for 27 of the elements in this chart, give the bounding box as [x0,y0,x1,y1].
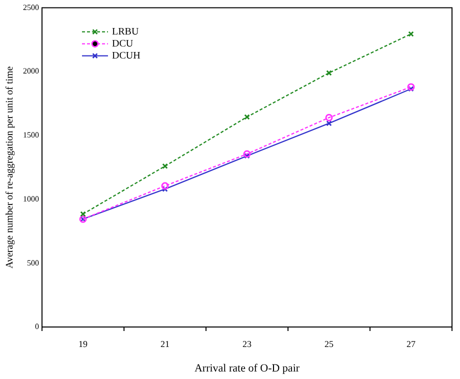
y-tick-label: 2500 [23,2,39,12]
point [326,70,332,76]
x-tick-label: 25 [324,338,334,349]
y-tick-label: 1000 [23,194,39,204]
point [326,120,332,126]
x-tick-label: 27 [406,338,416,349]
y-tick-label: 1500 [23,130,39,140]
legend-label: LRBU [112,26,140,38]
x-tick-label: 23 [242,338,252,349]
point [244,153,250,159]
legend-label: DCUH [112,50,140,62]
point [162,186,168,192]
point [408,31,414,37]
x-tick-label: 21 [160,338,170,349]
point [325,114,333,122]
y-axis-title: Average number of re-aggregation per unit of time [4,66,16,269]
point [243,150,251,158]
point [161,182,169,190]
y-tick-label: 0 [35,322,39,332]
x-axis-title: Arrival rate of O-D pair [194,362,300,374]
y-tick-label: 500 [27,258,39,268]
point [80,211,86,217]
legend-label: DCU [112,38,134,50]
point [244,114,250,120]
y-tick-label: 2000 [23,66,39,76]
x-tick-label: 19 [78,338,88,349]
point [162,163,168,169]
